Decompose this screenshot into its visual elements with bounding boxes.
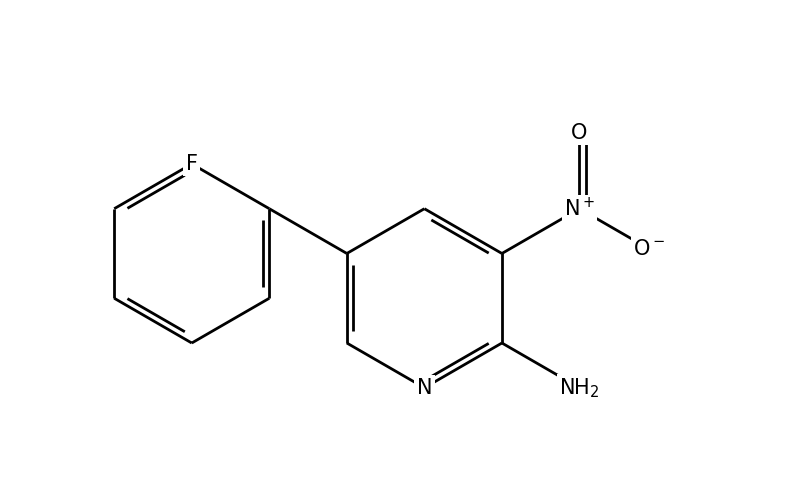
- Text: O$^-$: O$^-$: [632, 239, 665, 259]
- Text: NH$_2$: NH$_2$: [558, 376, 599, 399]
- Text: O: O: [571, 123, 587, 142]
- Text: N$^+$: N$^+$: [563, 197, 594, 220]
- Text: F: F: [185, 154, 198, 174]
- Text: N: N: [416, 378, 431, 398]
